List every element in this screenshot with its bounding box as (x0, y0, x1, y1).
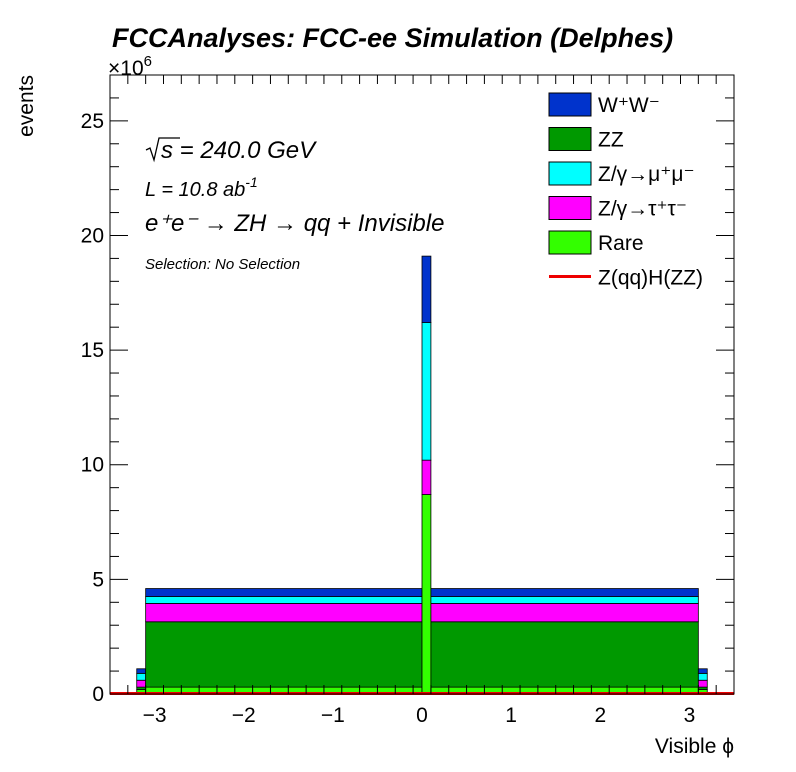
y-tick-label: 25 (81, 110, 104, 133)
sqrt-s-label: s = 240.0 GeV (161, 137, 317, 164)
legend-label: W⁺W⁻ (598, 94, 660, 117)
legend-swatch (548, 230, 592, 255)
bar-segment (697, 679, 708, 688)
x-tick-label: 1 (505, 704, 517, 727)
y-multiplier: ×106 (108, 53, 152, 80)
legend: W⁺W⁻ ZZ Z/γ→μ⁺μ⁻ Z/γ→τ⁺τ⁻ Rare Z(qq)H(ZZ) (548, 92, 703, 290)
legend-swatch (548, 161, 592, 186)
plot-frame (109, 74, 735, 695)
y-tick-label: 15 (81, 339, 104, 362)
x-tick-label: 2 (594, 704, 606, 727)
legend-swatch (548, 127, 592, 151)
bar-segment (430, 603, 699, 623)
bar-segment (421, 322, 432, 461)
legend-label: Rare (598, 232, 644, 255)
axis-ticks (109, 74, 735, 695)
sqrt-symbol (145, 137, 180, 163)
bar-segment (697, 672, 708, 681)
bar-segment (430, 621, 699, 688)
bar-segment (421, 255, 432, 323)
process-label: e⁺e⁻ → ZH → qq + Invisible (145, 210, 444, 237)
y-multiplier-exp: 6 (144, 53, 152, 70)
legend-swatch (548, 92, 592, 117)
legend-label: Z/γ→τ⁺τ⁻ (598, 198, 687, 221)
bar-segment (145, 588, 423, 597)
legend-label: Z(qq)H(ZZ) (598, 267, 703, 290)
x-tick-label: −2 (232, 704, 256, 727)
lumi-exp: -1 (245, 174, 257, 190)
bar-segment (421, 459, 432, 495)
bar-segment (145, 596, 423, 604)
axis-tick-labels: −3 −2 −1 0 1 2 3 0 5 10 15 20 25 (81, 110, 696, 727)
bar-segment (145, 603, 423, 623)
legend-label: Z/γ→μ⁺μ⁻ (598, 163, 695, 186)
annotations: s = 240.0 GeV L = 10.8 ab-1 e⁺e⁻ → ZH → … (145, 137, 444, 273)
y-axis-label: events (15, 75, 38, 137)
selection-label: Selection: No Selection (145, 256, 300, 273)
bar-segment (430, 596, 699, 604)
bar-segment (136, 672, 147, 681)
bar-segment (430, 588, 699, 597)
x-tick-label: −1 (321, 704, 345, 727)
bar-segment (136, 668, 147, 674)
legend-label: ZZ (598, 129, 624, 152)
x-tick-label: 0 (416, 704, 428, 727)
x-tick-label: 3 (684, 704, 696, 727)
x-tick-label: −3 (143, 704, 167, 727)
bar-segment (421, 494, 432, 695)
y-tick-label: 0 (92, 683, 104, 706)
y-tick-label: 10 (81, 454, 104, 477)
bar-segment (697, 668, 708, 674)
y-tick-label: 20 (81, 224, 104, 247)
bar-segment (145, 621, 423, 688)
stacked-bars (136, 255, 708, 695)
legend-swatch (548, 196, 592, 220)
bar-segment (136, 679, 147, 688)
chart-title: FCCAnalyses: FCC-ee Simulation (Delphes) (112, 23, 673, 53)
y-tick-label: 5 (92, 568, 104, 591)
x-axis-label: Visible ϕ (655, 735, 734, 758)
lumi-label: L = 10.8 ab-1 (145, 174, 258, 201)
